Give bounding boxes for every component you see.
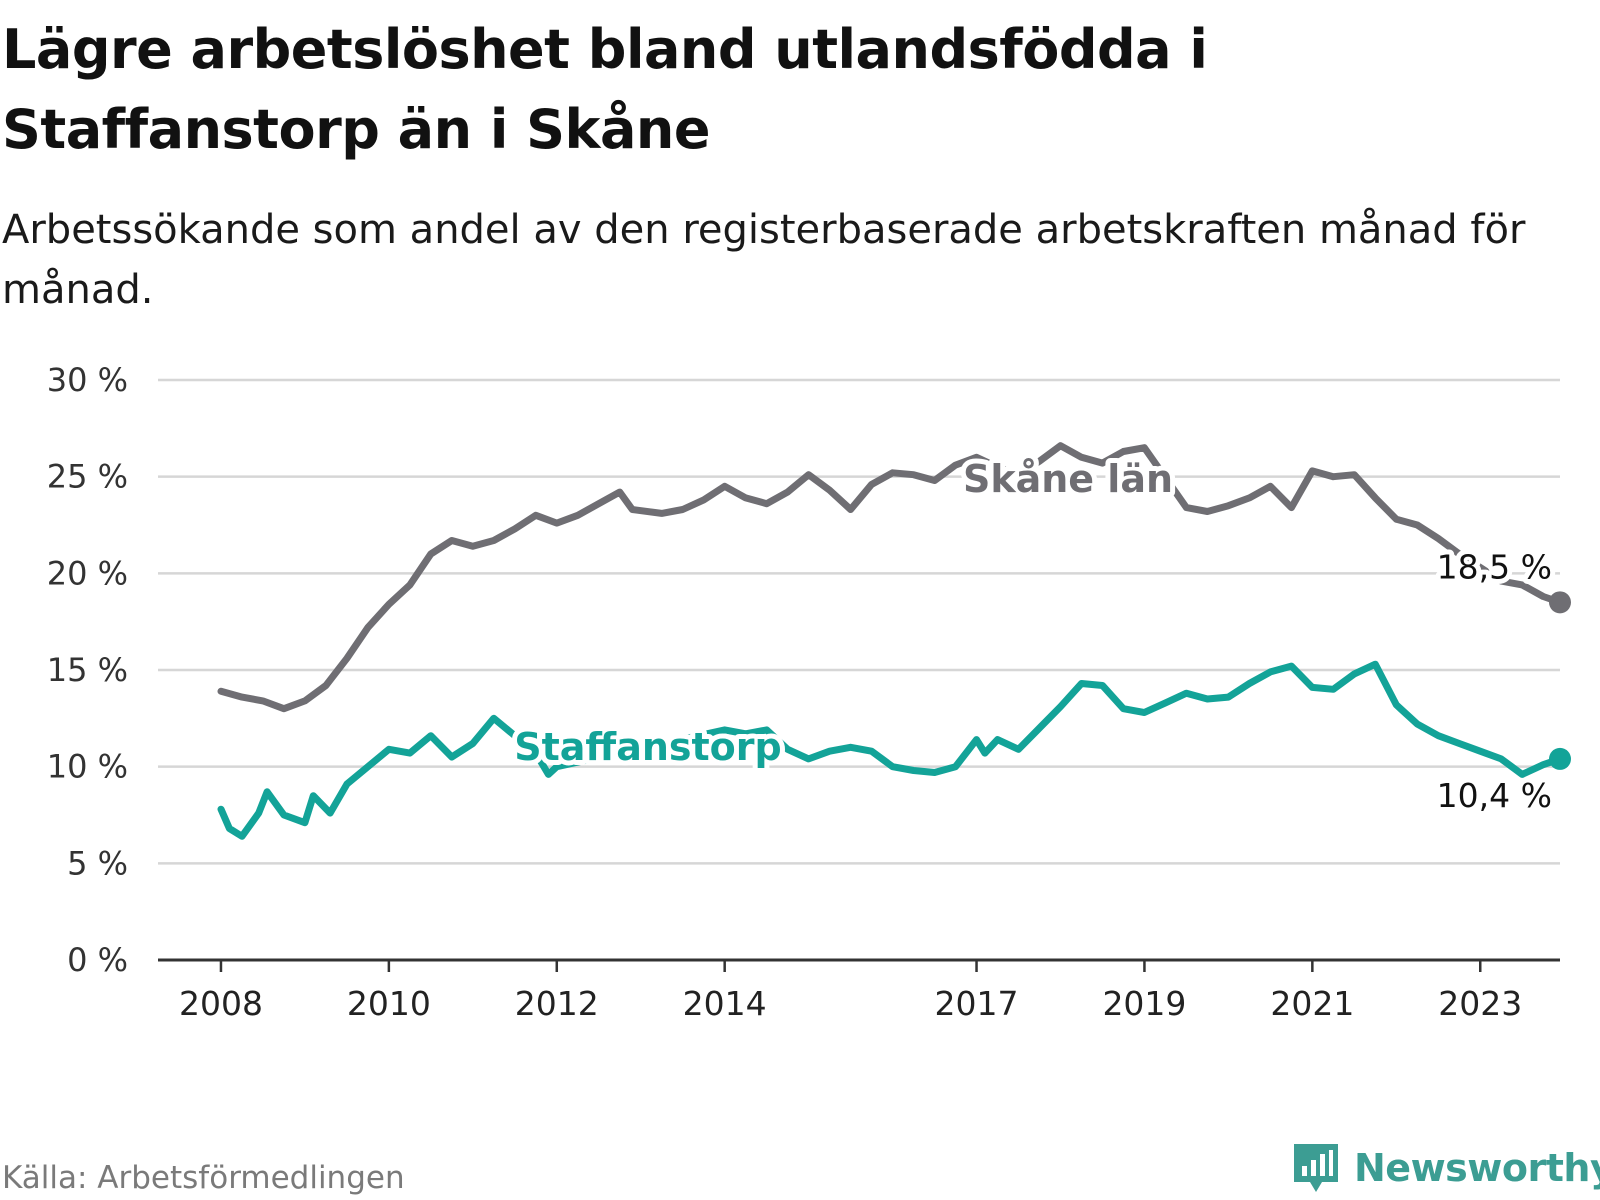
x-tick-label: 2017 <box>935 984 1019 1023</box>
staffanstorp-end-label: 10,4 % <box>1437 776 1552 815</box>
staffanstorp-end-marker <box>1549 747 1571 770</box>
chart-title: Lägre arbetslöshet bland utlandsfödda i … <box>2 18 1208 161</box>
x-tick-label: 2014 <box>683 984 767 1023</box>
x-tick-label: 2010 <box>347 984 431 1023</box>
x-tick-label: 2019 <box>1102 984 1186 1023</box>
x-tick-label: 2021 <box>1270 984 1354 1023</box>
y-tick-label: 0 % <box>67 941 128 979</box>
skane-series-label: Skåne län <box>963 457 1173 501</box>
grid-lines <box>158 378 1560 865</box>
y-tick-label: 15 % <box>47 651 128 689</box>
newsworthy-logo-icon <box>1294 1144 1338 1192</box>
source-note: Källa: Arbetsförmedlingen <box>2 1160 405 1196</box>
staffanstorp-line <box>217 660 1564 840</box>
series-lines <box>217 442 1571 840</box>
y-tick-label: 5 % <box>67 844 128 882</box>
y-tick-label: 10 % <box>47 748 128 786</box>
y-tick-label: 20 % <box>47 554 128 592</box>
brand-logo[interactable]: Newsworthy <box>1292 1140 1600 1196</box>
brand-name: Newsworthy <box>1354 1146 1600 1190</box>
x-tick-label: 2012 <box>515 984 599 1023</box>
staffanstorp-series-label: Staffanstorp <box>514 725 781 769</box>
x-tick-label: 2008 <box>179 984 263 1023</box>
series-labels: Skåne län Staffanstorp 18,5 % 10,4 % <box>509 452 1557 820</box>
x-axis: 2008 2010 2012 2014 2017 2019 2021 2023 <box>158 958 1560 1023</box>
skane-end-marker <box>1549 591 1571 614</box>
y-tick-label: 25 % <box>47 458 128 496</box>
skane-line <box>217 442 1564 713</box>
chart-subtitle: Arbetssökande som andel av den registerb… <box>2 207 1526 313</box>
x-tick-label: 2023 <box>1438 984 1522 1023</box>
y-axis-ticks: 0 % 5 % 10 % 15 % 20 % 25 % 30 % <box>47 361 128 979</box>
skane-end-label: 18,5 % <box>1437 547 1552 586</box>
y-tick-label: 30 % <box>47 361 128 399</box>
